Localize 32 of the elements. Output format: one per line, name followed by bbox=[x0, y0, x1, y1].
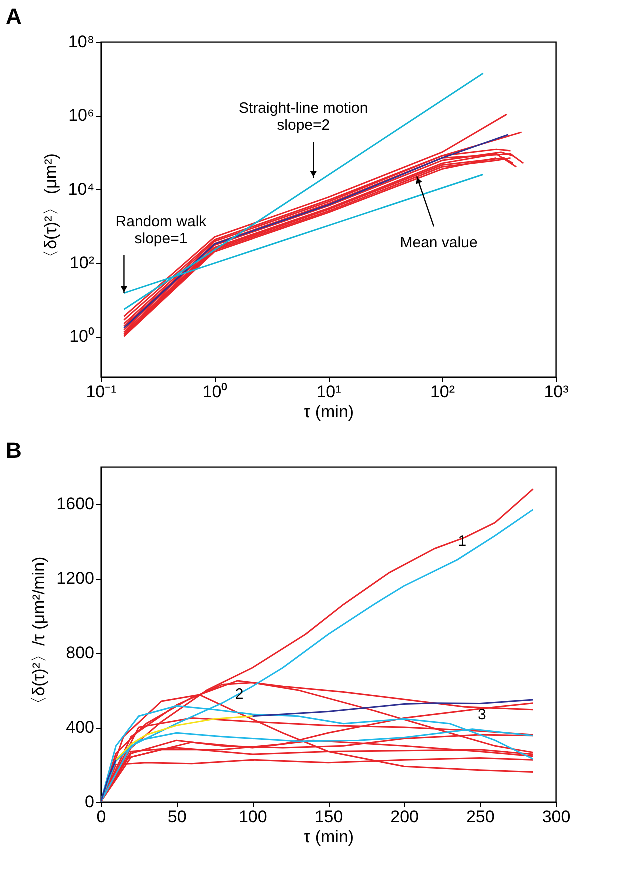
y-axis-title: 〈δ(τ)²〉 (μm²) bbox=[41, 154, 60, 266]
x-tick-label: 0 bbox=[96, 808, 106, 826]
x-tick-label: 50 bbox=[168, 808, 187, 826]
x-tick-label: 250 bbox=[466, 808, 495, 826]
x-tick-label: 200 bbox=[390, 808, 420, 826]
annotation: Random walk slope=1 bbox=[116, 213, 208, 248]
x-tick-label: 150 bbox=[314, 808, 344, 826]
x-tick-label: 10³ bbox=[544, 382, 570, 402]
y-tick-label: 10² bbox=[70, 253, 95, 272]
x-tick-label: 10¹ bbox=[316, 382, 342, 402]
y-tick-label: 0 bbox=[85, 792, 94, 812]
x-axis-title: τ (min) bbox=[304, 402, 354, 422]
annotation: 3 bbox=[478, 706, 486, 724]
y-tick-label: 10⁰ bbox=[70, 327, 94, 346]
y-tick-label: 800 bbox=[66, 644, 94, 663]
chart-title: A bbox=[6, 4, 22, 29]
y-axis-title: 〈δ(τ)²〉/τ (μm²/min) bbox=[30, 556, 49, 714]
x-tick-label: 300 bbox=[542, 808, 571, 826]
x-tick-label: 10⁰ bbox=[202, 382, 228, 402]
x-tick-label: 10² bbox=[430, 382, 456, 402]
y-tick-label: 1200 bbox=[56, 569, 94, 588]
y-tick-label: 10⁶ bbox=[68, 106, 94, 126]
y-tick-label: 1600 bbox=[56, 494, 94, 514]
y-tick-label: 10⁴ bbox=[68, 180, 94, 199]
y-tick-label: 10⁸ bbox=[68, 32, 94, 52]
chart-title: B bbox=[6, 438, 22, 463]
annotation: Mean value bbox=[400, 234, 478, 252]
x-tick-label: 100 bbox=[238, 808, 268, 826]
x-axis-title: τ (min) bbox=[304, 828, 354, 846]
y-tick-label: 400 bbox=[66, 718, 94, 738]
x-tick-label: 10⁻¹ bbox=[86, 382, 118, 402]
annotation: Straight-line motion slope=2 bbox=[239, 100, 368, 134]
